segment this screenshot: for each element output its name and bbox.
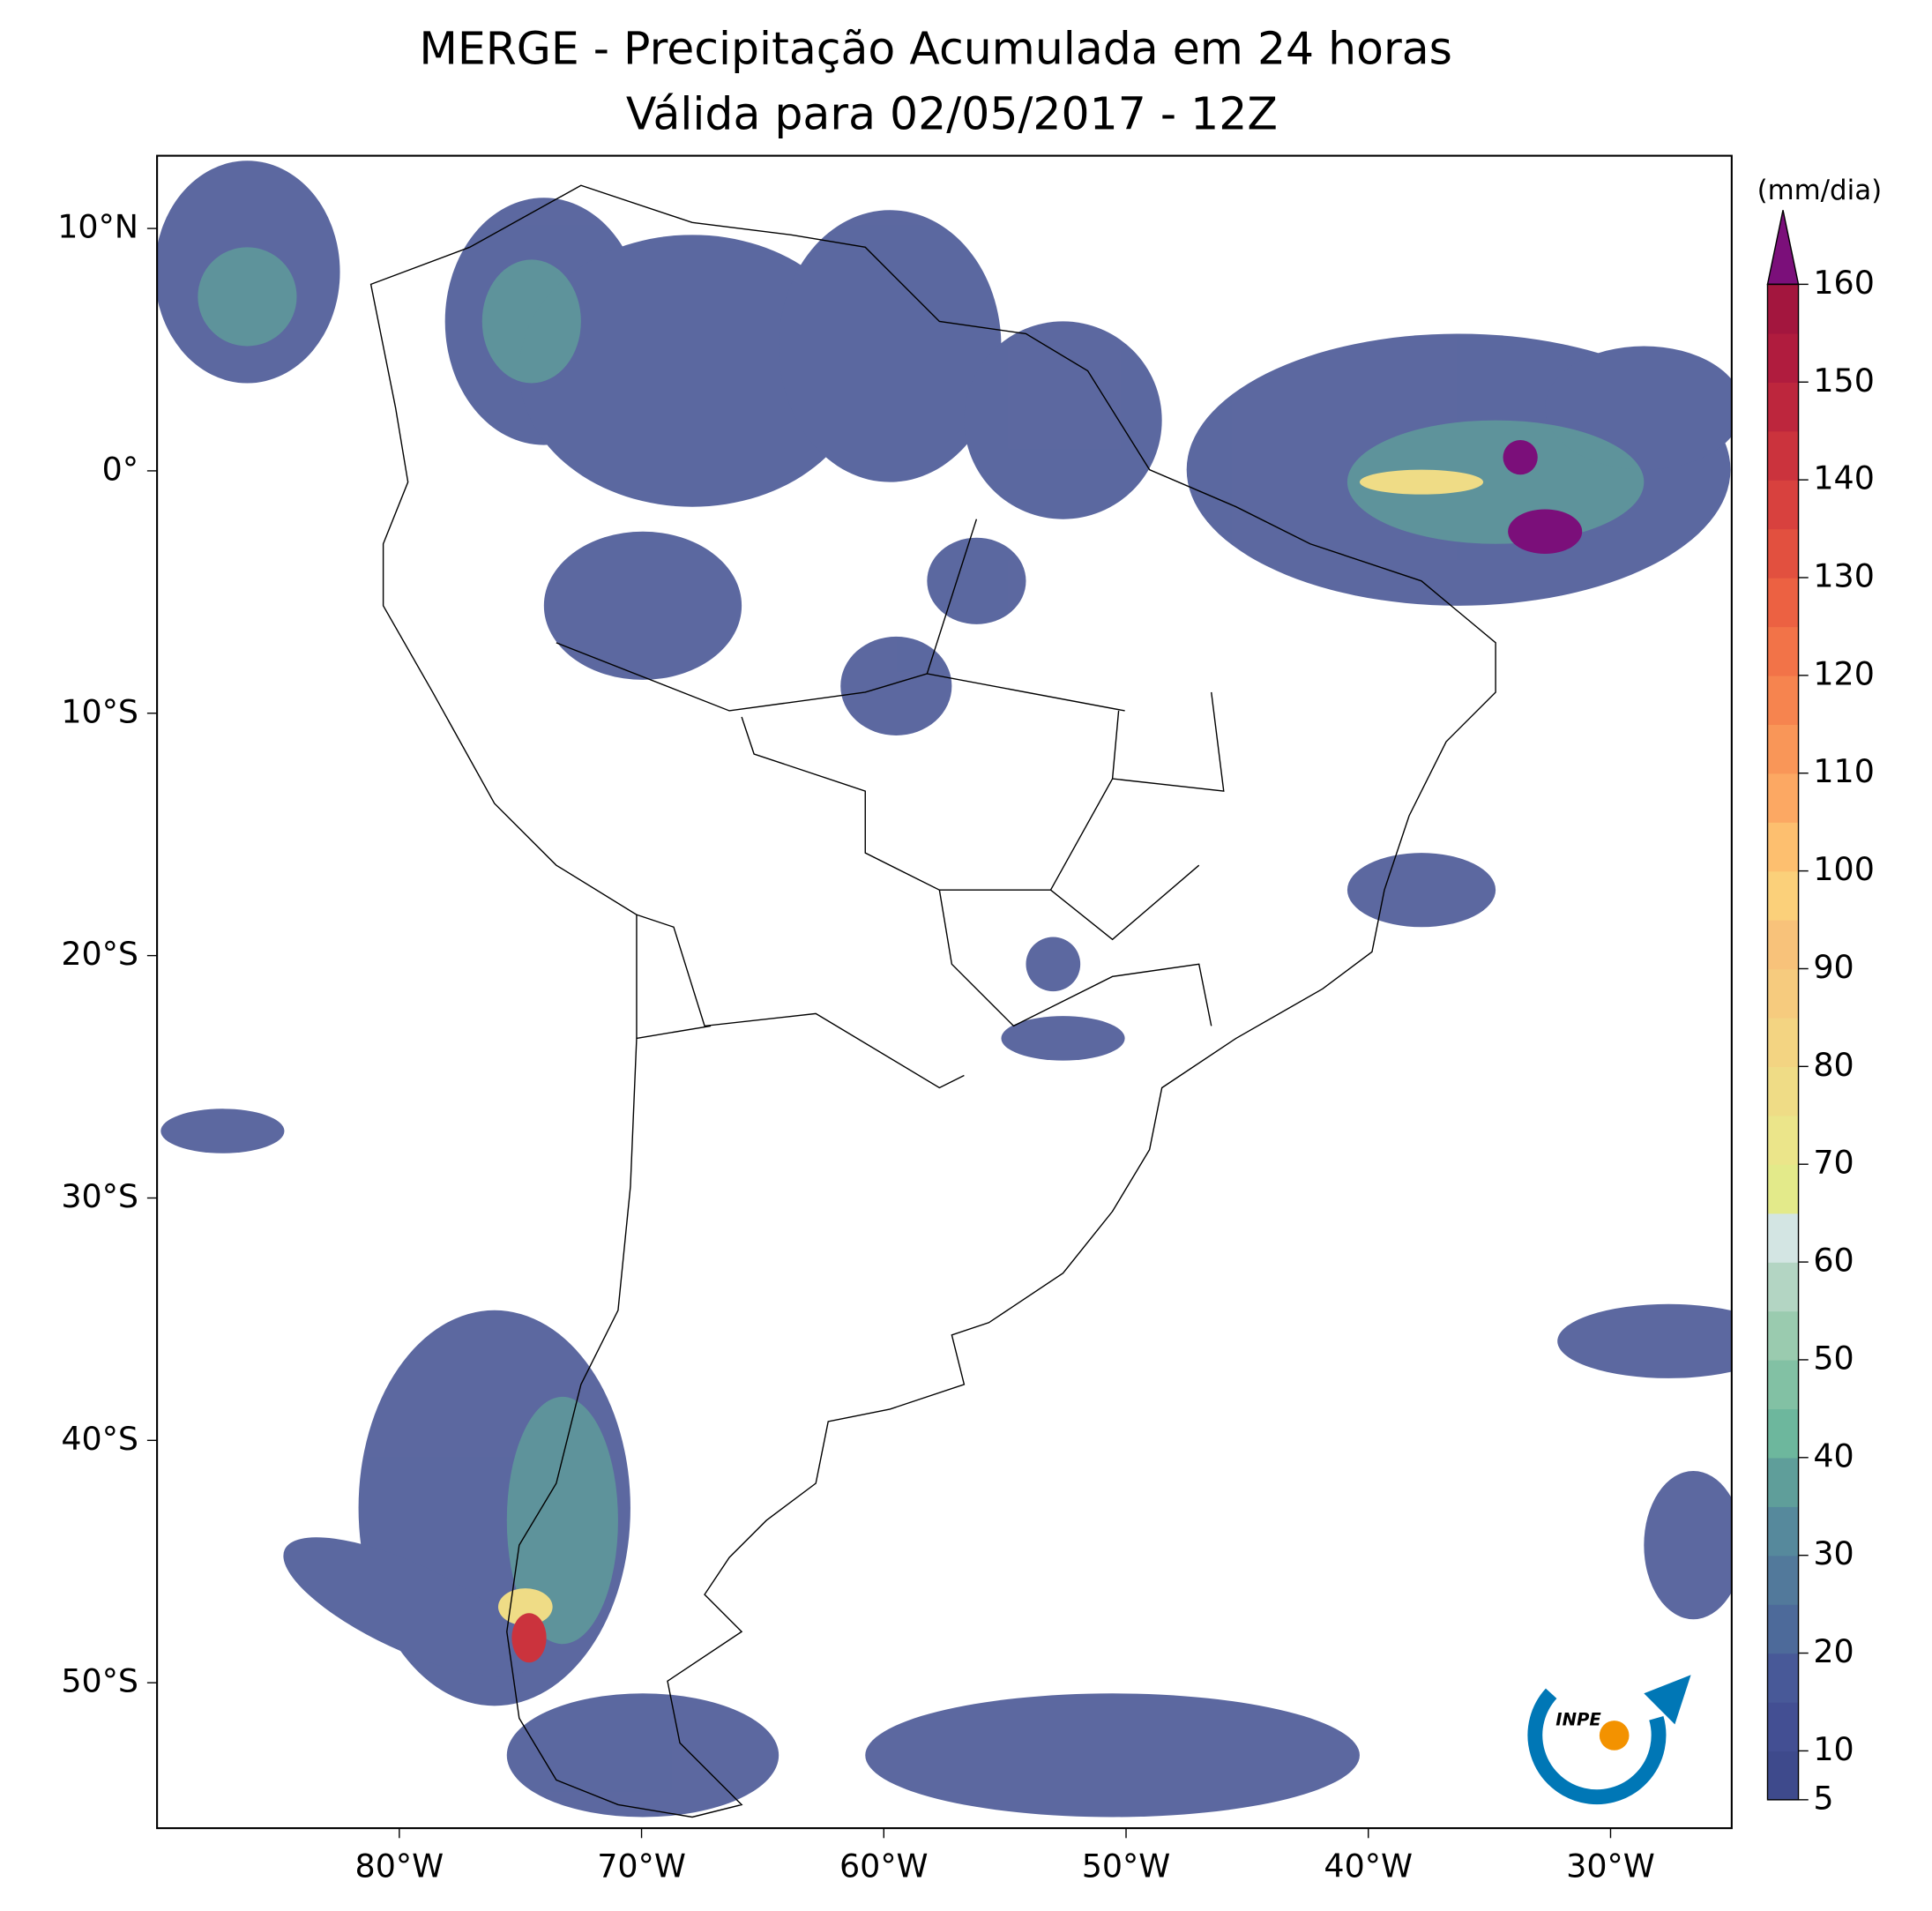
colorbar-tick-label: 160: [1813, 264, 1875, 302]
map-frame: [156, 154, 1733, 1830]
colorbar-band: [1767, 528, 1799, 579]
colorbar-tick-label: 140: [1813, 459, 1875, 497]
colorbar-band: [1767, 382, 1799, 432]
x-tick-label: 60°W: [839, 1847, 929, 1885]
colorbar-label: (mm/dia): [1757, 175, 1883, 206]
logo: INPE: [1527, 1675, 1691, 1805]
colorbar-tick-label: 20: [1813, 1632, 1854, 1670]
x-tick-label: 40°W: [1324, 1847, 1413, 1885]
colorbar-tick-label: 50: [1813, 1339, 1854, 1377]
colorbar-band: [1767, 1457, 1799, 1507]
colorbar-tick-label: 40: [1813, 1437, 1854, 1474]
colorbar-band: [1767, 577, 1799, 628]
colorbar-tick-label: 150: [1813, 362, 1875, 399]
y-tick-label: 10°N: [57, 208, 138, 246]
logo-arc: [1527, 1688, 1667, 1805]
colorbar-tick-label: 5: [1813, 1779, 1833, 1817]
colorbar-tick-label: 30: [1813, 1534, 1854, 1572]
x-tick-label: 50°W: [1082, 1847, 1171, 1885]
colorbar-band: [1767, 1604, 1799, 1654]
colorbar-band: [1767, 870, 1799, 921]
colorbar-band: [1767, 284, 1799, 334]
colorbar-band: [1767, 920, 1799, 970]
colorbar-band: [1767, 1164, 1799, 1214]
colorbar-band: [1767, 1115, 1799, 1165]
colorbar-band: [1767, 1506, 1799, 1556]
colorbar-band: [1767, 1653, 1799, 1703]
colorbar-tick-label: 110: [1813, 752, 1875, 790]
colorbar-extend: [1766, 210, 1800, 286]
colorbar-band: [1767, 773, 1799, 823]
x-tick-label: 30°W: [1566, 1847, 1655, 1885]
colorbar-band: [1767, 626, 1799, 676]
colorbar-tick-label: 10: [1813, 1730, 1854, 1768]
y-tick-label: 50°S: [61, 1662, 138, 1700]
y-tick-label: 0°: [102, 450, 138, 488]
y-tick-label: 40°S: [61, 1420, 138, 1458]
colorbar-band: [1767, 1701, 1799, 1752]
colorbar-band: [1767, 480, 1799, 530]
colorbar-band: [1767, 1408, 1799, 1459]
logo-arrow: [1644, 1675, 1691, 1725]
y-tick-label: 30°S: [61, 1177, 138, 1215]
colorbar-band: [1767, 822, 1799, 872]
colorbar-tick-label: 130: [1813, 556, 1875, 594]
colorbar-band: [1767, 724, 1799, 774]
colorbar-band: [1767, 1262, 1799, 1312]
colorbar-tick-label: 120: [1813, 654, 1875, 692]
colorbar-tick-label: 70: [1813, 1144, 1854, 1182]
colorbar-band: [1767, 1017, 1799, 1068]
colorbar-band: [1767, 968, 1799, 1019]
colorbar-tick-label: 90: [1813, 948, 1854, 986]
precipitation-field: [157, 160, 1732, 1818]
colorbar-frame: [1766, 283, 1800, 1801]
colorbar-tick-label: 60: [1813, 1242, 1854, 1280]
y-tick-label: 20°S: [61, 935, 138, 973]
colorbar-band: [1767, 675, 1799, 725]
colorbar-band: [1767, 1751, 1799, 1801]
colorbar-tick-label: 80: [1813, 1046, 1854, 1084]
colorbar-band: [1767, 1310, 1799, 1361]
y-tick-label: 10°S: [61, 692, 138, 730]
borders: [556, 519, 1225, 1089]
colorbar-band: [1767, 1213, 1799, 1263]
colorbar-band: [1767, 332, 1799, 383]
logo-dot: [1599, 1721, 1630, 1751]
coastline: [369, 184, 1496, 1818]
colorbar-band: [1767, 1066, 1799, 1116]
logo-text: INPE: [1555, 1710, 1601, 1730]
colorbar-tick-label: 100: [1813, 850, 1875, 888]
title: MERGE - Precipitação Acumulada em 24 hor…: [419, 22, 1452, 74]
colorbar-band: [1767, 1359, 1799, 1410]
subtitle: Válida para 02/05/2017 - 12Z: [626, 88, 1278, 140]
x-tick-label: 80°W: [355, 1847, 444, 1885]
colorbar-band: [1767, 1555, 1799, 1605]
x-tick-label: 70°W: [597, 1847, 686, 1885]
colorbar-band: [1767, 430, 1799, 481]
